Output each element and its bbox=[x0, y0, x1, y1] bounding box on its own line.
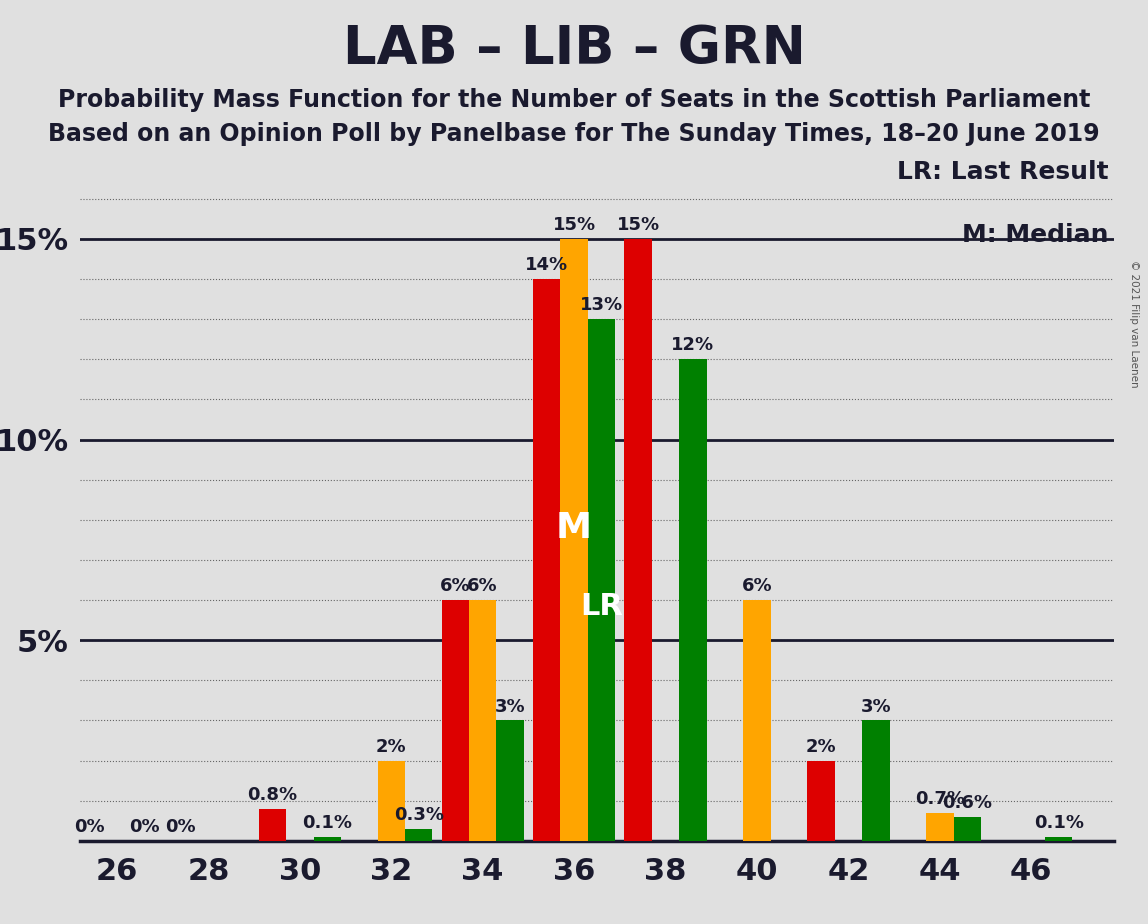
Bar bbox=[533, 279, 560, 841]
Text: 0.8%: 0.8% bbox=[247, 786, 297, 804]
Bar bbox=[807, 760, 835, 841]
Text: Probability Mass Function for the Number of Seats in the Scottish Parliament: Probability Mass Function for the Number… bbox=[57, 88, 1091, 112]
Text: 6%: 6% bbox=[742, 578, 773, 595]
Bar bbox=[258, 808, 286, 841]
Bar bbox=[405, 829, 433, 841]
Bar bbox=[926, 813, 954, 841]
Bar bbox=[468, 600, 496, 841]
Text: 2%: 2% bbox=[375, 737, 406, 756]
Text: LR: LR bbox=[580, 591, 623, 621]
Bar bbox=[496, 721, 523, 841]
Text: M: M bbox=[556, 511, 592, 545]
Text: © 2021 Filip van Laenen: © 2021 Filip van Laenen bbox=[1130, 260, 1139, 387]
Text: 0.1%: 0.1% bbox=[302, 814, 352, 832]
Text: 15%: 15% bbox=[552, 216, 596, 234]
Text: 6%: 6% bbox=[467, 578, 498, 595]
Bar bbox=[442, 600, 468, 841]
Text: 3%: 3% bbox=[495, 698, 526, 716]
Text: 0%: 0% bbox=[75, 818, 104, 836]
Bar bbox=[625, 239, 652, 841]
Text: LAB – LIB – GRN: LAB – LIB – GRN bbox=[342, 23, 806, 75]
Text: 13%: 13% bbox=[580, 297, 623, 314]
Text: 15%: 15% bbox=[616, 216, 660, 234]
Text: 0.6%: 0.6% bbox=[943, 794, 992, 812]
Text: 0.3%: 0.3% bbox=[394, 806, 443, 824]
Text: 12%: 12% bbox=[672, 336, 714, 355]
Bar bbox=[743, 600, 770, 841]
Bar bbox=[954, 817, 982, 841]
Bar bbox=[588, 319, 615, 841]
Text: 0%: 0% bbox=[165, 818, 196, 836]
Bar bbox=[1045, 837, 1072, 841]
Text: M: Median: M: Median bbox=[962, 223, 1108, 247]
Text: 6%: 6% bbox=[440, 578, 471, 595]
Text: 0.7%: 0.7% bbox=[915, 790, 964, 808]
Bar bbox=[862, 721, 890, 841]
Text: 2%: 2% bbox=[806, 737, 836, 756]
Bar bbox=[378, 760, 405, 841]
Bar bbox=[560, 239, 588, 841]
Text: Based on an Opinion Poll by Panelbase for The Sunday Times, 18–20 June 2019: Based on an Opinion Poll by Panelbase fo… bbox=[48, 122, 1100, 146]
Text: 0%: 0% bbox=[129, 818, 160, 836]
Text: LR: Last Result: LR: Last Result bbox=[897, 160, 1108, 184]
Bar bbox=[313, 837, 341, 841]
Bar bbox=[680, 359, 707, 841]
Text: 3%: 3% bbox=[861, 698, 891, 716]
Text: 14%: 14% bbox=[525, 256, 568, 274]
Text: 0.1%: 0.1% bbox=[1033, 814, 1084, 832]
